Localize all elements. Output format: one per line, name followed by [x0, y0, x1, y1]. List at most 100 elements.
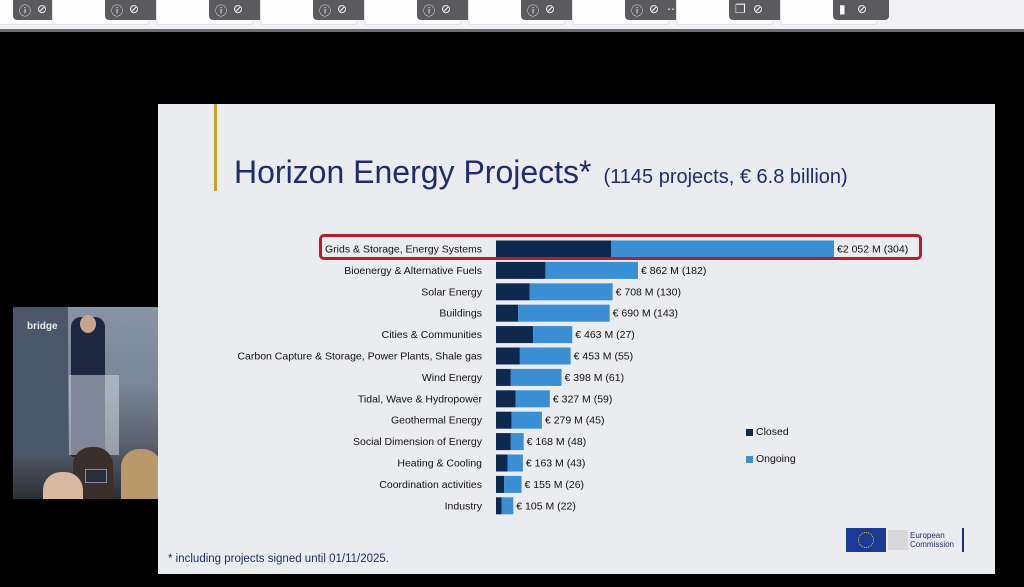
eu-flag-icon	[846, 528, 886, 552]
signal-icon[interactable]: ▮	[839, 2, 846, 16]
participant-controls[interactable]: ⓘ ⊘	[105, 0, 161, 20]
bar-closed	[496, 283, 530, 301]
copy-icon[interactable]: ❐	[735, 2, 746, 16]
participant-controls[interactable]: ⓘ ⊘	[313, 0, 369, 20]
category-label: Buildings	[439, 308, 482, 320]
participant-controls[interactable]: ⓘ ⊘	[417, 0, 473, 20]
mic-muted-icon[interactable]: ⊘	[649, 2, 660, 16]
slide-title-main: Horizon Energy Projects*	[234, 154, 592, 190]
phone-recording-icon	[85, 469, 107, 483]
bar-ongoing	[529, 283, 613, 301]
bar-chart: Grids & Storage, Energy Systems €2 052 M …	[237, 240, 908, 515]
participant-tile[interactable]: ⓘ ⊘	[0, 0, 69, 25]
bar-closed	[496, 261, 546, 279]
bar-closed	[496, 240, 612, 258]
legend-item-closed: Closed	[746, 426, 789, 438]
data-label: € 327 M (59)	[553, 393, 613, 405]
data-label: € 155 M (26)	[525, 479, 585, 491]
participant-tile[interactable]: ▮ ⊘	[780, 0, 889, 25]
meeting-toolbar: ⓘ ⊘ ⓘ ⊘ ⓘ ⊘ ⓘ ⊘ ⓘ ⊘ ⓘ ⊘ ⓘ ⊘ ⋯ ❐ ⊘ ▮ ⊘	[0, 0, 1024, 32]
mic-muted-icon[interactable]: ⊘	[857, 2, 868, 16]
participant-controls[interactable]: ⓘ ⊘	[521, 0, 577, 20]
participant-tile[interactable]: ⓘ ⊘	[260, 0, 369, 25]
category-label: Carbon Capture & Storage, Power Plants, …	[237, 351, 482, 363]
data-label: € 453 M (55)	[574, 351, 634, 363]
participant-tile[interactable]: ❐ ⊘	[676, 0, 785, 25]
title-accent-bar	[214, 104, 217, 191]
bar-closed	[496, 390, 516, 408]
category-label: Bioenergy & Alternative Fuels	[344, 265, 482, 277]
participant-controls[interactable]: ⓘ ⊘	[209, 0, 265, 20]
speaker-camera-feed: bridge	[13, 307, 158, 499]
participant-controls[interactable]: ⓘ ⊘ ⋯	[625, 0, 681, 20]
data-label: € 168 M (48)	[527, 436, 587, 448]
participant-tile[interactable]: ⓘ ⊘	[52, 0, 161, 25]
logo-text: European Commission	[910, 531, 955, 549]
participant-tile[interactable]: ⓘ ⊘	[364, 0, 473, 25]
participant-tile[interactable]: ⓘ ⊘	[156, 0, 265, 25]
bar-closed	[496, 347, 520, 365]
data-label: € 279 M (45)	[545, 415, 605, 427]
bar-ongoing	[515, 390, 550, 408]
bar-closed	[496, 368, 511, 386]
category-label: Tidal, Wave & Hydropower	[358, 393, 483, 405]
shared-screen: Horizon Energy Projects* (1145 projects, …	[0, 32, 1024, 587]
info-icon[interactable]: ⓘ	[423, 4, 436, 18]
legend-label-closed: Closed	[756, 426, 789, 438]
bar-closed	[496, 304, 519, 322]
bar-ongoing	[507, 454, 523, 472]
bar-ongoing	[533, 326, 573, 344]
bar-ongoing	[510, 433, 524, 451]
legend-swatch-closed	[746, 428, 753, 436]
bar-ongoing	[518, 304, 610, 322]
category-label: Industry	[445, 500, 483, 512]
mic-muted-icon[interactable]: ⊘	[337, 2, 348, 16]
slide-footnote: * including projects signed until 01/11/…	[168, 553, 389, 565]
mic-muted-icon[interactable]: ⊘	[37, 2, 48, 16]
participant-tile[interactable]: ⓘ ⊘ ⋯	[572, 0, 681, 25]
bar-ongoing	[511, 411, 542, 429]
data-label: € 690 M (143)	[613, 308, 678, 320]
highlight-box	[319, 234, 922, 260]
data-label: € 862 M (182)	[641, 265, 706, 277]
presentation-slide: Horizon Energy Projects* (1145 projects, …	[158, 104, 995, 574]
info-icon[interactable]: ⓘ	[319, 4, 332, 18]
legend-item-ongoing: Ongoing	[746, 453, 796, 465]
slide-title-sub: (1145 projects, € 6.8 billion)	[603, 166, 848, 188]
legend-swatch-ongoing	[746, 455, 753, 463]
data-label: € 105 M (22)	[516, 500, 576, 512]
mic-muted-icon[interactable]: ⊘	[753, 2, 764, 16]
info-icon[interactable]: ⓘ	[19, 4, 32, 18]
info-icon[interactable]: ⓘ	[527, 4, 540, 18]
mic-muted-icon[interactable]: ⊘	[233, 2, 244, 16]
category-label: Cities & Communities	[382, 329, 482, 341]
participant-tile[interactable]: ⓘ ⊘	[468, 0, 577, 25]
category-label: Coordination activities	[379, 479, 482, 491]
speaker-head	[80, 315, 96, 333]
toolbar-divider	[0, 29, 1024, 32]
category-label: Solar Energy	[421, 286, 482, 298]
bar-ongoing	[504, 475, 522, 493]
category-label: Heating & Cooling	[397, 458, 482, 470]
berlaymont-icon	[888, 530, 908, 550]
bar-ongoing	[510, 368, 562, 386]
legend-label-ongoing: Ongoing	[756, 453, 796, 465]
data-label: € 398 M (61)	[565, 372, 625, 384]
info-icon[interactable]: ⓘ	[215, 4, 228, 18]
bar-closed	[496, 475, 505, 493]
mic-muted-icon[interactable]: ⊘	[441, 2, 452, 16]
info-icon[interactable]: ⓘ	[631, 4, 644, 18]
audience-member	[121, 449, 158, 499]
participant-controls[interactable]: ▮ ⊘	[833, 0, 889, 20]
data-label: € 708 M (130)	[616, 286, 681, 298]
category-label: Geothermal Energy	[391, 415, 483, 427]
mic-muted-icon[interactable]: ⊘	[545, 2, 556, 16]
data-label: € 163 M (43)	[526, 458, 586, 470]
category-label: Wind Energy	[422, 372, 483, 384]
data-label: € 463 M (27)	[575, 329, 635, 341]
mic-muted-icon[interactable]: ⊘	[129, 2, 140, 16]
info-icon[interactable]: ⓘ	[111, 4, 124, 18]
bar-closed	[496, 497, 502, 515]
participant-controls[interactable]: ❐ ⊘	[729, 0, 785, 20]
bar-ongoing	[501, 497, 514, 515]
